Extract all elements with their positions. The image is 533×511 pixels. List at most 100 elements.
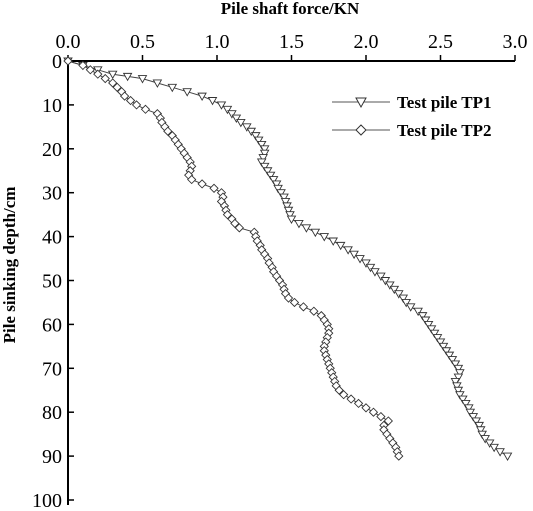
data-point (468, 413, 479, 422)
data-point (349, 250, 359, 260)
data-point (353, 398, 364, 409)
data-point (370, 268, 380, 277)
x-tick-label: 2.0 (354, 31, 379, 53)
data-point (474, 421, 485, 431)
data-point (376, 272, 386, 282)
data-point (453, 373, 464, 382)
data-point (265, 171, 276, 181)
data-point (447, 356, 458, 365)
series-2 (63, 56, 404, 461)
data-point (376, 411, 386, 422)
y-axis-title: Pile sinking depth/cm (0, 187, 19, 344)
data-point (273, 184, 283, 194)
data-point (398, 294, 409, 303)
y-tick-label: 0 (52, 51, 62, 73)
data-point (93, 69, 103, 79)
data-point (197, 179, 207, 189)
data-point (335, 241, 346, 251)
data-point (417, 312, 428, 321)
data-point (453, 364, 464, 374)
data-point (259, 145, 270, 154)
legend-tp2-marker (355, 124, 367, 136)
data-point (361, 403, 371, 413)
data-point (389, 285, 400, 295)
data-point (380, 277, 391, 286)
y-tick-label: 10 (42, 95, 62, 117)
data-point (361, 259, 371, 268)
y-tick-label: 50 (42, 271, 62, 293)
data-point (480, 435, 490, 444)
legend-item-tp1: Test pile TP1 (332, 93, 491, 112)
legend: Test pile TP1 Test pile TP2 (332, 93, 491, 140)
data-point (334, 385, 344, 395)
data-point (234, 223, 244, 233)
data-point (207, 97, 218, 106)
data-point (455, 369, 465, 378)
data-point (279, 193, 289, 202)
x-axis-title: Pile shaft force/KN (221, 0, 360, 18)
data-point (464, 404, 474, 413)
data-point (119, 91, 130, 101)
data-point (435, 338, 446, 347)
data-point (286, 215, 297, 224)
data-point (426, 325, 437, 334)
data-point (453, 386, 464, 396)
data-point (429, 329, 440, 339)
data-point (346, 394, 356, 404)
data-point (222, 105, 233, 115)
data-point (383, 416, 393, 426)
x-tick-label: 2.5 (428, 31, 453, 53)
data-point (475, 426, 486, 435)
data-point (253, 136, 264, 145)
y-tick-label: 90 (42, 446, 62, 468)
data-point (140, 104, 151, 114)
data-point (309, 306, 319, 316)
data-point (107, 70, 118, 80)
data-point (282, 202, 292, 211)
data-point (222, 210, 233, 220)
data-point (484, 439, 495, 448)
data-point (182, 88, 192, 97)
data-point (423, 320, 434, 330)
data-point (125, 95, 136, 106)
data-point (405, 303, 416, 312)
x-tick-label: 0.0 (56, 31, 81, 53)
x-tick-label: 3.0 (503, 31, 528, 53)
data-point (131, 100, 142, 110)
y-tick-label: 100 (32, 490, 62, 511)
data-point (368, 407, 379, 417)
data-point (502, 452, 513, 462)
data-point (100, 73, 110, 84)
data-point (258, 154, 268, 163)
data-point (365, 263, 376, 273)
data-point (420, 316, 431, 325)
data-point (259, 149, 270, 159)
data-point (152, 79, 163, 88)
data-point (246, 127, 257, 137)
data-point (289, 297, 300, 308)
data-point (452, 382, 462, 391)
data-point (276, 189, 286, 198)
data-point (450, 360, 461, 369)
data-point (477, 430, 487, 440)
data-point (63, 56, 73, 66)
data-point (216, 101, 227, 110)
data-point (471, 417, 482, 426)
data-point (78, 60, 88, 71)
data-point (310, 228, 321, 238)
data-point (209, 183, 219, 193)
data-point (108, 78, 118, 88)
data-point (112, 82, 122, 92)
data-point (294, 219, 304, 229)
data-point (385, 281, 395, 290)
data-point (187, 174, 197, 185)
y-tick-label: 20 (42, 139, 62, 161)
data-point (328, 237, 338, 246)
data-point (432, 334, 443, 343)
legend-item-tp2: Test pile TP2 (332, 121, 491, 140)
data-point (319, 233, 330, 242)
data-point (465, 408, 476, 418)
data-point (230, 218, 240, 229)
data-point (167, 83, 178, 93)
